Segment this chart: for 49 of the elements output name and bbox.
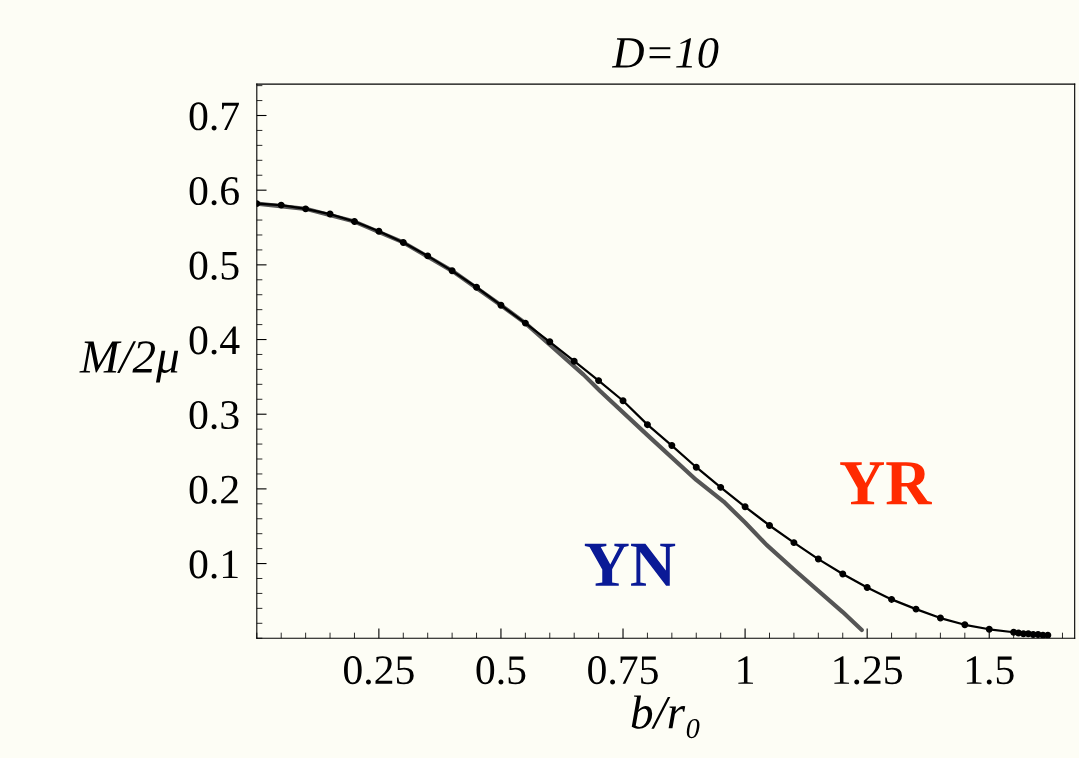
x-tick-label: 1 [738,656,754,684]
x-tick-label: 0.25 [344,656,414,685]
point [375,227,383,235]
point [497,301,505,309]
y-tick-label: 0.4 [189,326,240,355]
point [643,421,651,429]
point [619,397,627,405]
y-axis-title: M/2μ [79,341,179,383]
y-tick-label: 0.5 [189,251,239,280]
point [717,483,725,491]
point [961,621,969,629]
x-axis-title: b/r₀ [631,695,700,739]
point [448,267,456,275]
point [350,218,358,226]
point [839,570,847,578]
point [936,614,944,622]
y-tick-label: 0.3 [189,400,239,430]
point [302,205,310,213]
point [668,442,676,450]
point [326,210,334,218]
chart-title: D=10 [611,37,719,68]
point [570,357,578,365]
y-tick-label: 0.6 [189,176,239,206]
point [277,201,285,209]
point [741,503,749,511]
point [985,625,993,633]
x-tick-label: 0.5 [476,656,526,685]
x-tick-label: 0.75 [588,656,658,685]
point [814,555,822,563]
point [546,338,554,346]
y-tick-label: 0.7 [189,102,239,131]
y-tick-label: 0.1 [189,550,238,579]
point [595,377,603,385]
point [1044,631,1052,639]
point [888,595,896,603]
y-tick-label: 0.2 [189,475,238,504]
point [473,283,481,291]
point [424,252,432,260]
series-label: YR [840,462,932,505]
x-tick-label: 1.5 [966,656,1014,685]
point [692,463,700,471]
point [766,522,773,529]
point [399,238,407,246]
x-tick-label: 1.25 [834,656,902,685]
point [912,605,920,613]
point [790,539,798,547]
point [521,319,529,327]
series-label: YN [584,543,676,586]
point [863,583,871,591]
